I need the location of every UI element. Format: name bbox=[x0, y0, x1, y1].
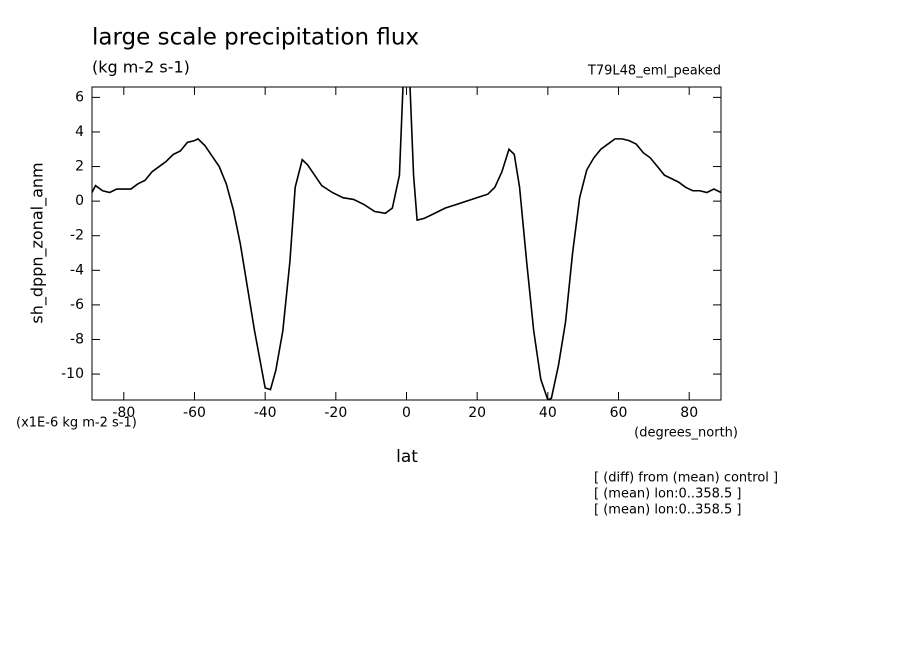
y-tick-label: -10 bbox=[61, 366, 84, 382]
x-tick-label: 60 bbox=[610, 405, 628, 421]
x-tick-label: 80 bbox=[680, 405, 698, 421]
chart-title: large scale precipitation flux bbox=[92, 25, 419, 51]
x-tick-label: -60 bbox=[183, 405, 206, 421]
y-axis-label: sh_dppn_zonal_anm bbox=[28, 162, 48, 323]
y-tick-label: -2 bbox=[70, 228, 84, 244]
y-tick-label: -8 bbox=[70, 331, 84, 347]
y-tick-label: -6 bbox=[70, 297, 84, 313]
y-tick-label: 4 bbox=[75, 124, 84, 140]
x-tick-label: 40 bbox=[539, 405, 557, 421]
x-tick-label: 0 bbox=[402, 405, 411, 421]
y-tick-label: -4 bbox=[70, 262, 84, 278]
x-tick-label: -80 bbox=[112, 405, 135, 421]
data-line bbox=[92, 87, 721, 400]
x-units: (degrees_north) bbox=[634, 426, 738, 441]
y-tick-label: 0 bbox=[75, 193, 84, 209]
dataset-label: T79L48_eml_peaked bbox=[587, 64, 721, 79]
x-tick-label: -20 bbox=[324, 405, 347, 421]
note: [ (mean) lon:0..358.5 ] bbox=[594, 503, 742, 518]
chart-subtitle: (kg m-2 s-1) bbox=[92, 58, 190, 77]
x-axis-label: lat bbox=[396, 447, 418, 467]
plot-frame bbox=[91, 86, 722, 401]
x-tick-label: 20 bbox=[468, 405, 486, 421]
x-tick-label: -40 bbox=[254, 405, 277, 421]
y-units: (x1E-6 kg m-2 s-1) bbox=[16, 416, 137, 431]
note: [ (mean) lon:0..358.5 ] bbox=[594, 487, 742, 502]
y-tick-label: 6 bbox=[75, 89, 84, 105]
y-tick-label: 2 bbox=[75, 159, 84, 175]
note: [ (diff) from (mean) control ] bbox=[594, 471, 778, 486]
